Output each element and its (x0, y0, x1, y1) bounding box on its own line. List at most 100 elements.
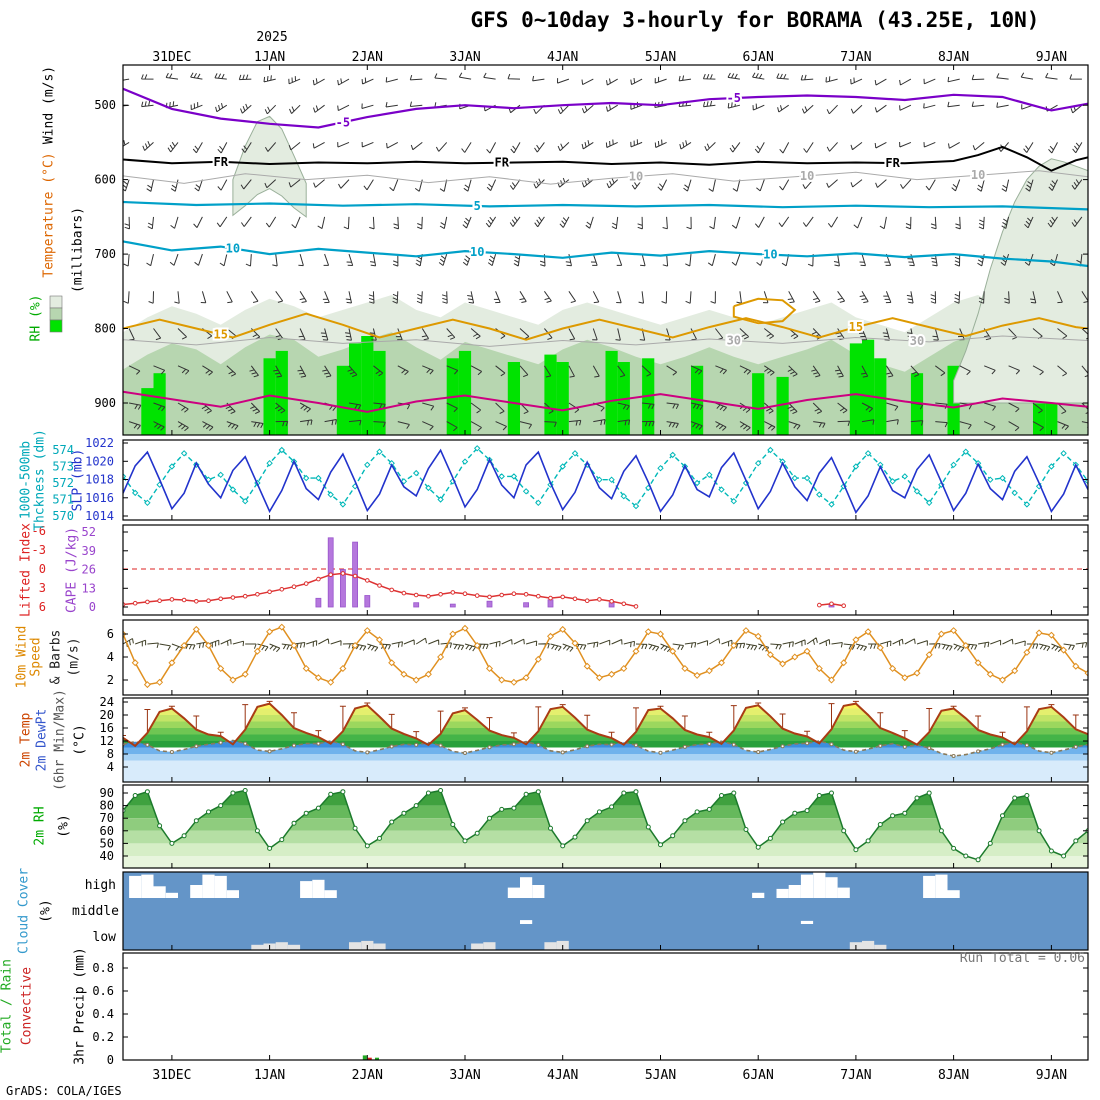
dewpt-marker (340, 742, 345, 747)
rh-marker (279, 837, 285, 843)
li-marker (572, 596, 578, 602)
rh-marker (987, 840, 993, 846)
dewpt-band (123, 760, 1088, 782)
rh-marker (169, 840, 175, 846)
rh-band (123, 805, 1088, 819)
panel-frame (122, 524, 1089, 616)
svg-text:FR: FR (213, 155, 228, 169)
contour--5 (123, 87, 1088, 129)
svg-text:4: 4 (107, 650, 114, 664)
svg-text:15: 15 (849, 320, 863, 334)
svg-text:10: 10 (763, 248, 777, 262)
li-marker (426, 593, 431, 599)
svg-text:0.4: 0.4 (92, 1007, 114, 1021)
svg-text:60: 60 (100, 824, 114, 838)
rh-marker (902, 810, 908, 816)
dewpt-marker (585, 744, 590, 749)
rh-shading-legend (49, 307, 63, 321)
rh-marker (157, 823, 163, 829)
rh-marker (438, 788, 444, 793)
page-title: GFS 0~10day 3-hourly for BORAMA (43.25E,… (470, 8, 1040, 32)
rh-marker (132, 793, 138, 798)
li-marker (389, 587, 395, 593)
svg-text:-5: -5 (727, 91, 741, 105)
li-marker (413, 592, 419, 598)
rh-marker (193, 818, 199, 824)
dewpt-marker (878, 743, 883, 748)
rh-marker (816, 793, 822, 798)
rh-marker (144, 789, 150, 795)
rh-marker (938, 828, 944, 834)
svg-text:39: 39 (82, 544, 96, 558)
rh-marker (731, 790, 737, 796)
rh-bright-column (458, 350, 472, 435)
rh-marker (291, 820, 297, 826)
dewpt-marker (267, 749, 272, 754)
rh-marker (267, 845, 273, 851)
rh-band (123, 856, 1088, 868)
rh-marker (499, 806, 505, 812)
svg-text:13: 13 (82, 581, 96, 595)
rh-bright-column (556, 362, 569, 435)
dewpt-marker (463, 751, 467, 755)
rh-marker (303, 810, 309, 816)
cloud-patch-high (214, 875, 227, 898)
rh-bright-column (874, 358, 887, 435)
li-marker (401, 590, 407, 596)
svg-text:0.6: 0.6 (92, 984, 114, 998)
li-marker (548, 595, 553, 601)
contour-10 (123, 170, 1088, 185)
rh-marker (364, 843, 370, 849)
svg-text:10: 10 (470, 245, 484, 259)
svg-text:2: 2 (107, 673, 114, 687)
panel-frame (122, 952, 1089, 1061)
lifted-index-line (123, 572, 844, 608)
li-marker (169, 597, 175, 602)
dewpt-marker (438, 743, 443, 748)
cloud-patch-middle (800, 920, 814, 924)
axis-label-temperature: Temperature (°C) (41, 152, 57, 278)
rh-marker (670, 833, 676, 839)
rh-bright-column (263, 358, 276, 435)
rh-marker (658, 842, 663, 848)
cloud-patch-high (825, 877, 838, 898)
rh-marker (1024, 793, 1030, 798)
day-label-bottom: 31DEC (152, 1068, 191, 1083)
rh-marker (450, 822, 456, 827)
li-marker (450, 590, 456, 595)
svg-text:0: 0 (39, 562, 46, 576)
cloud-patch-high (324, 890, 337, 898)
rh-bright-column (862, 339, 875, 435)
li-marker (340, 571, 346, 576)
li-marker (377, 583, 382, 588)
dewpt-marker (194, 744, 199, 749)
axis-label-3hr-precip: 3hr Precip (mm) (72, 947, 88, 1065)
dewpt-marker (511, 742, 516, 747)
axis-label-thickness-1: 1000-500mb (18, 440, 34, 520)
rh-marker (694, 809, 700, 815)
cape-bar (315, 597, 322, 608)
cloud-patch-high (300, 881, 313, 898)
dewpt-marker (658, 750, 663, 755)
contour-line (732, 297, 797, 325)
li-marker (291, 584, 297, 590)
cloud-patch-high (520, 877, 533, 898)
svg-text:26: 26 (82, 563, 96, 577)
day-label-bottom: 5JAN (645, 1068, 676, 1083)
cloud-patch-high (202, 874, 215, 898)
cape-bar (486, 600, 493, 608)
precip-convective-bar (367, 1057, 372, 1060)
rh-bright-column (849, 343, 862, 435)
li-marker (279, 587, 285, 592)
cloud-patch-low (874, 944, 887, 950)
dewpt-marker (487, 745, 492, 750)
axis-label-barbs: & Barbs (48, 629, 64, 685)
li-marker (633, 604, 639, 609)
li-marker (145, 599, 150, 605)
temp2m-panel (123, 700, 1088, 782)
dewpt-band (123, 754, 1088, 761)
li-marker (474, 593, 480, 598)
